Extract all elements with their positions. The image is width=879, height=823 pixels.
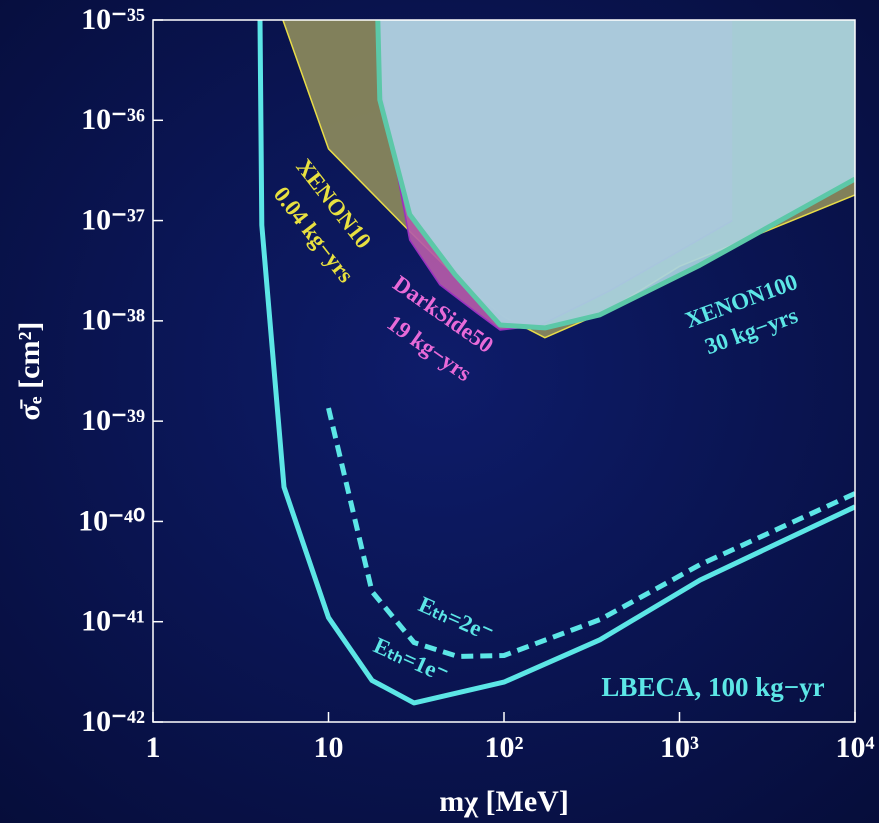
y-tick-label: 10⁻⁴² <box>81 705 145 738</box>
x-tick-label: 10² <box>485 731 524 764</box>
y-tick-label: 10⁻³⁷ <box>81 203 145 236</box>
y-tick-label: 10⁻³⁹ <box>81 404 145 437</box>
x-tick-label: 10³ <box>660 731 699 764</box>
y-tick-label: 10⁻⁴⁰ <box>78 504 145 537</box>
y-axis-label: σ̄ₑ [cm²] <box>13 322 46 421</box>
y-tick-label: 10⁻³⁵ <box>81 3 145 36</box>
y-tick-label: 10⁻³⁶ <box>81 103 145 136</box>
x-axis-label: mχ [MeV] <box>439 785 569 818</box>
x-tick-label: 10 <box>314 731 344 764</box>
y-tick-label: 10⁻³⁸ <box>81 304 145 337</box>
x-tick-label: 1 <box>146 731 161 764</box>
x-tick-label: 10⁴ <box>836 731 875 764</box>
y-tick-label: 10⁻⁴¹ <box>81 605 145 638</box>
chart: mχ [MeV] σ̄ₑ [cm²] 1 10 10² 10³ 10⁴ 10⁻⁴² 10⁻⁴… <box>0 0 879 823</box>
annotation: LBECA, 100 kg−yr <box>601 672 824 702</box>
